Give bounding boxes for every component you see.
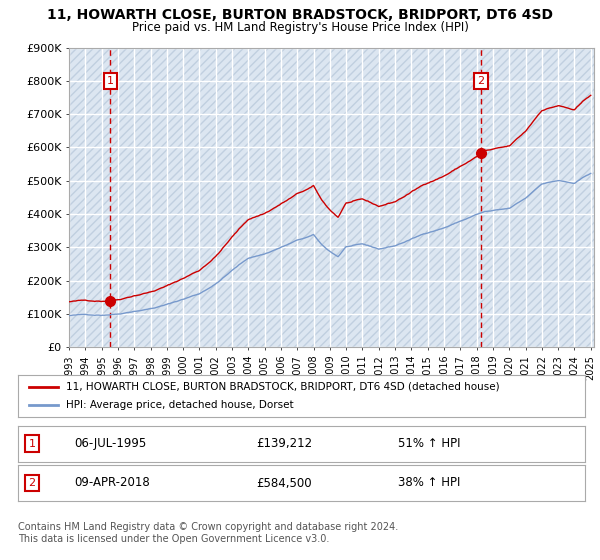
Text: 38% ↑ HPI: 38% ↑ HPI [398,477,460,489]
Text: 51% ↑ HPI: 51% ↑ HPI [398,437,460,450]
Bar [69,48,594,347]
Text: 11, HOWARTH CLOSE, BURTON BRADSTOCK, BRIDPORT, DT6 4SD: 11, HOWARTH CLOSE, BURTON BRADSTOCK, BRI… [47,8,553,22]
Text: 1: 1 [29,439,35,449]
Text: Contains HM Land Registry data © Crown copyright and database right 2024.
This d: Contains HM Land Registry data © Crown c… [18,522,398,544]
Text: 2: 2 [478,76,485,86]
Text: 1: 1 [107,76,114,86]
Text: £584,500: £584,500 [256,477,312,489]
Text: 06-JUL-1995: 06-JUL-1995 [75,437,147,450]
Text: 09-APR-2018: 09-APR-2018 [75,477,151,489]
Text: £139,212: £139,212 [256,437,312,450]
Text: HPI: Average price, detached house, Dorset: HPI: Average price, detached house, Dors… [66,400,294,410]
Text: 11, HOWARTH CLOSE, BURTON BRADSTOCK, BRIDPORT, DT6 4SD (detached house): 11, HOWARTH CLOSE, BURTON BRADSTOCK, BRI… [66,382,500,392]
Text: Price paid vs. HM Land Registry's House Price Index (HPI): Price paid vs. HM Land Registry's House … [131,21,469,34]
Text: 2: 2 [29,478,36,488]
